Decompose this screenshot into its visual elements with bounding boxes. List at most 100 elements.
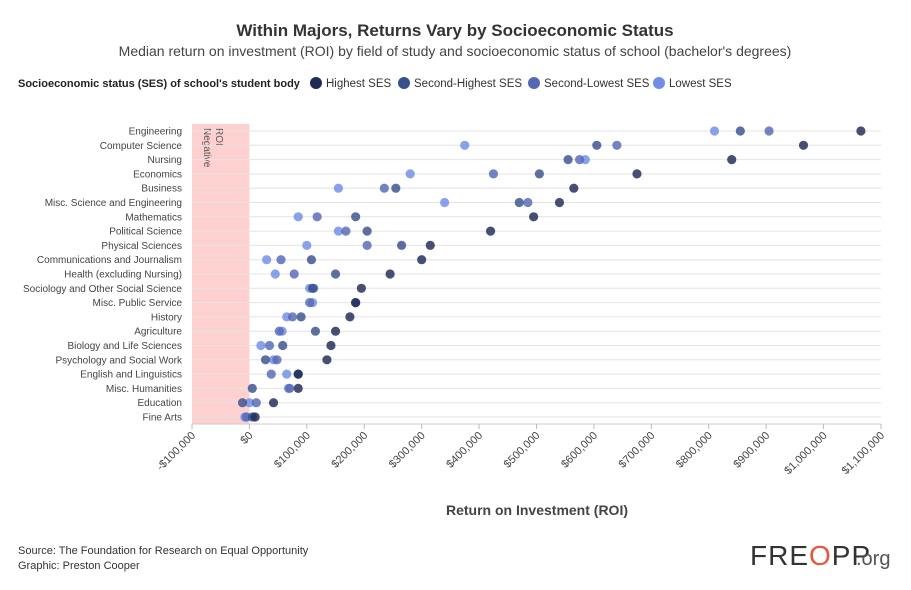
data-point xyxy=(282,369,292,379)
data-point xyxy=(330,326,341,336)
source-note: Source: The Foundation for Research on E… xyxy=(18,545,309,557)
category-label: Communications and Journalism xyxy=(37,255,182,266)
data-point xyxy=(488,169,499,179)
data-point xyxy=(523,197,533,208)
category-label: Misc. Humanities xyxy=(106,384,182,395)
legend-label: Second-Highest SES xyxy=(414,78,522,90)
chart-subtitle: Median return on investment (ROI) by fie… xyxy=(119,43,792,59)
data-point xyxy=(727,155,737,165)
legend-title: Socioeconomic status (SES) of school's s… xyxy=(18,78,301,90)
data-point xyxy=(856,126,866,136)
data-point xyxy=(385,269,395,279)
x-axis-label: Return on Investment (ROI) xyxy=(446,502,628,518)
category-label: Agriculture xyxy=(134,327,182,338)
category-label: History xyxy=(151,312,182,323)
x-tick-label: $200,000 xyxy=(329,430,370,471)
legend-swatch xyxy=(528,77,540,89)
x-tick-label: $100,000 xyxy=(272,430,313,471)
data-point xyxy=(250,412,260,422)
data-point xyxy=(351,212,361,222)
category-label: Sociology and Other Social Science xyxy=(23,284,182,295)
data-point xyxy=(379,183,389,193)
category-label: Physical Sciences xyxy=(101,241,182,252)
legend-label: Highest SES xyxy=(326,78,392,90)
category-label: Psychology and Social Work xyxy=(55,355,183,366)
data-point xyxy=(276,255,286,265)
category-label: Fine Arts xyxy=(143,413,182,424)
data-point xyxy=(326,340,336,351)
category-label: Business xyxy=(141,184,182,195)
data-point xyxy=(287,312,298,322)
data-point xyxy=(272,355,282,365)
x-tick-label: $700,000 xyxy=(617,430,658,471)
chart-title: Within Majors, Returns Vary by Socioecon… xyxy=(236,21,673,40)
legend-swatch xyxy=(398,77,410,89)
data-point xyxy=(264,340,275,351)
category-label: Misc. Science and Engineering xyxy=(45,198,182,209)
data-point xyxy=(612,140,622,150)
data-point xyxy=(341,226,351,236)
data-point xyxy=(356,283,366,293)
data-point xyxy=(460,140,470,150)
legend-label: Lowest SES xyxy=(669,78,732,90)
data-points xyxy=(237,126,866,422)
category-label: Mathematics xyxy=(125,212,182,223)
data-point xyxy=(632,169,642,179)
data-point xyxy=(306,255,317,265)
logo-text-part-b: PP xyxy=(832,540,871,571)
category-label: Nursing xyxy=(148,155,182,166)
data-point xyxy=(396,240,407,250)
data-point xyxy=(709,126,720,136)
data-point xyxy=(262,255,272,265)
data-point xyxy=(574,155,585,165)
x-tick-label: $1,100,000 xyxy=(840,430,887,477)
x-tick-label: $300,000 xyxy=(387,430,428,471)
logo-text-part-a: FRE xyxy=(750,540,809,571)
data-point xyxy=(333,183,344,193)
data-point xyxy=(285,383,295,393)
data-point xyxy=(362,240,372,250)
data-point xyxy=(417,255,427,265)
data-point xyxy=(554,197,565,208)
data-point xyxy=(529,212,539,222)
x-axis-ticks: -$100,000 $0 $100,000 $200,000 $300,000 $400,… xyxy=(155,424,887,477)
freopp-logo: FREOPP .org xyxy=(750,540,890,571)
data-point xyxy=(569,183,579,193)
data-point xyxy=(485,226,496,236)
legend-label: Second-Lowest SES xyxy=(544,78,650,90)
x-tick-label: $400,000 xyxy=(444,430,485,471)
data-point xyxy=(563,155,573,165)
x-tick-label: $0 xyxy=(238,430,255,447)
negative-roi-label-line1: Negative xyxy=(201,128,212,168)
legend-swatch xyxy=(310,77,322,89)
x-tick-label: $800,000 xyxy=(674,430,715,471)
x-tick-label: -$100,000 xyxy=(155,430,199,474)
data-point xyxy=(425,240,435,250)
x-tick-label: $600,000 xyxy=(559,430,600,471)
data-point xyxy=(270,269,280,279)
data-point xyxy=(268,398,279,408)
category-label: Economics xyxy=(133,169,182,180)
data-point xyxy=(302,240,312,250)
data-point xyxy=(307,283,318,293)
data-point xyxy=(260,355,271,365)
data-point xyxy=(405,169,415,179)
data-point xyxy=(362,226,372,236)
logo-text: FREOPP xyxy=(750,540,871,571)
category-labels: Engineering Computer Science Nursing Econom… xyxy=(23,127,183,424)
data-point xyxy=(764,126,774,136)
category-label: Computer Science xyxy=(100,141,183,152)
x-tick-label: $900,000 xyxy=(731,430,772,471)
data-point xyxy=(251,398,261,408)
data-point xyxy=(247,383,257,393)
category-label: Health (excluding Nursing) xyxy=(64,270,182,281)
data-point xyxy=(237,398,248,408)
data-point xyxy=(293,383,303,393)
data-point xyxy=(266,369,276,379)
data-point xyxy=(440,197,450,208)
data-point xyxy=(256,340,266,351)
category-label: Biology and Life Sciences xyxy=(67,341,182,352)
data-point xyxy=(322,355,332,365)
logo-o-mark: O xyxy=(809,540,832,571)
